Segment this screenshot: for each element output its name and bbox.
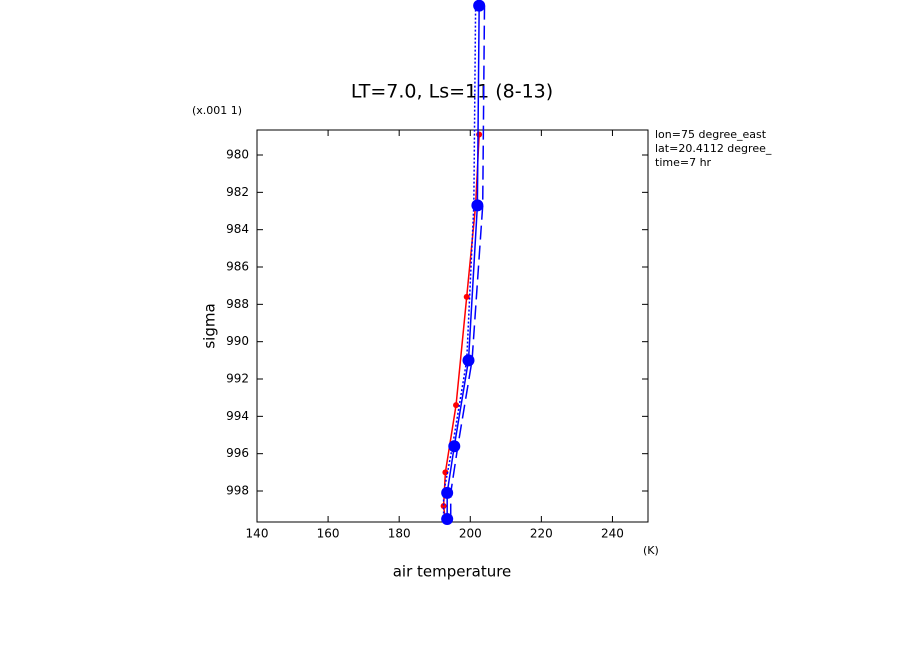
y-tick-label: 980: [226, 148, 249, 162]
y-units: (x.001 1): [192, 104, 242, 117]
point: [471, 199, 484, 212]
point: [463, 293, 470, 300]
point: [440, 502, 447, 509]
series-line: [442, 5, 477, 520]
x-tick-label: 220: [530, 527, 553, 541]
y-tick-label: 982: [226, 185, 249, 199]
y-tick-label: 990: [226, 334, 249, 348]
x-tick-label: 240: [601, 527, 624, 541]
x-units: (K): [643, 544, 659, 557]
point: [476, 131, 483, 138]
annotation: lon=75 degree_east: [655, 128, 767, 141]
point: [442, 469, 449, 476]
chart-title: LT=7.0, Ls=11 (8-13): [351, 81, 553, 103]
series-line: [449, 5, 486, 520]
plot-frame: [256, 129, 649, 523]
point: [453, 402, 460, 409]
y-tick-label: 992: [226, 372, 249, 386]
y-tick-label: 988: [226, 297, 249, 311]
y-tick-label: 984: [226, 222, 249, 236]
y-tick-label: 998: [226, 484, 249, 498]
x-tick-label: 160: [317, 527, 340, 541]
x-label: air temperature: [393, 563, 512, 581]
y-tick-label: 994: [226, 409, 249, 423]
y-label: sigma: [201, 303, 219, 348]
y-tick-label: 996: [226, 446, 249, 460]
point: [473, 0, 486, 12]
y-tick-label: 986: [226, 260, 249, 274]
x-tick-label: 200: [459, 527, 482, 541]
x-tick-label: 180: [388, 527, 411, 541]
annotation: time=7 hr: [655, 156, 712, 169]
annotation: lat=20.4112 degree_: [655, 142, 772, 155]
x-tick-label: 140: [246, 527, 269, 541]
